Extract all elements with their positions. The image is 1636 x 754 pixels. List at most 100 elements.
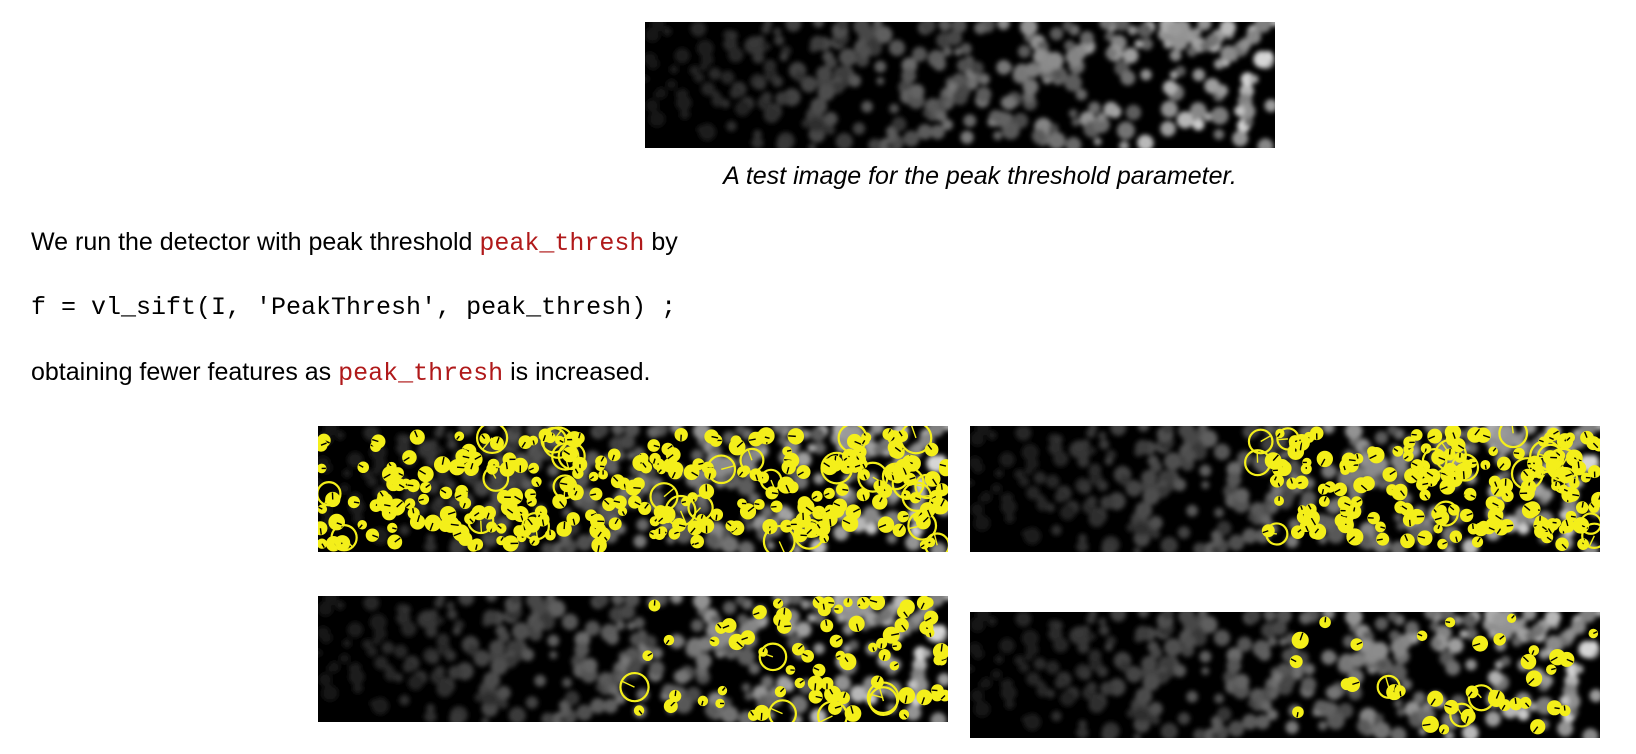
feature-orientation (670, 701, 676, 707)
feature-orientation (1277, 438, 1288, 441)
feature-orientation (850, 705, 854, 714)
feature-frame (424, 514, 442, 532)
feature-orientation (1563, 705, 1566, 711)
feature-frame (1247, 428, 1274, 455)
feature-frame (418, 493, 430, 505)
feature-orientation (711, 435, 719, 439)
feature-frame (1291, 631, 1309, 649)
feature-orientation (1522, 656, 1529, 663)
feature-orientation (902, 467, 907, 475)
result-1 (318, 426, 948, 552)
feature-orientation (496, 437, 500, 444)
feature-frame (916, 689, 933, 706)
feature-orientation (521, 441, 526, 448)
feature-orientation (1444, 704, 1452, 708)
feature-orientation (785, 484, 791, 493)
feature-orientation (1593, 631, 1598, 635)
feature-orientation (1320, 458, 1326, 466)
feature-orientation (532, 440, 535, 445)
intro-text-end: by (644, 228, 678, 256)
feature-frame (892, 523, 906, 537)
feature-orientation (894, 663, 899, 667)
feature-frame (848, 615, 865, 632)
feature-frame (330, 517, 343, 529)
feature-frame (439, 486, 453, 500)
feature-orientation (1296, 712, 1299, 718)
feature-orientation (880, 643, 883, 649)
feature-orientation (876, 676, 881, 683)
feature-frame (801, 649, 814, 663)
feature-orientation (1488, 526, 1495, 531)
feature-orientation (1588, 535, 1595, 548)
feature-frame (572, 432, 585, 445)
feature-orientation (450, 523, 459, 527)
feature-orientation (901, 624, 907, 631)
code-block: f = vl_sift(I, 'PeakThresh', peak_thresh… (31, 293, 677, 322)
feature-frame (1393, 483, 1408, 498)
feature-frame (387, 534, 403, 550)
feature-orientation (940, 695, 946, 700)
feature-orientation (667, 454, 674, 460)
feature-frame (365, 528, 380, 542)
feature-frame (1427, 690, 1444, 707)
feature-frame (528, 462, 540, 474)
feature-frame (1416, 630, 1428, 642)
feature-orientation (786, 449, 792, 452)
feature-frame (866, 681, 900, 715)
feature-orientation (927, 444, 933, 451)
feature-orientation (658, 517, 664, 523)
feature-orientation (842, 488, 849, 492)
feature-orientation (1422, 723, 1431, 727)
feature-frame (1433, 524, 1443, 534)
feature-frame (1560, 519, 1575, 533)
feature-orientation (462, 502, 466, 509)
feature-frame (1451, 438, 1466, 453)
feature-orientation (674, 531, 680, 535)
feature-orientation (1523, 505, 1531, 512)
feature-orientation (898, 431, 903, 437)
feature-orientation (1492, 502, 1499, 507)
feature-orientation (721, 687, 726, 692)
feature-orientation (823, 537, 827, 543)
feature-orientation (868, 693, 884, 699)
feature-orientation (647, 652, 653, 657)
feature-orientation (816, 523, 821, 529)
feature-frame (1261, 524, 1275, 538)
feature-orientation (1476, 537, 1481, 543)
feature-frame (832, 498, 848, 514)
feature-orientation (1348, 459, 1356, 462)
feature-orientation (1566, 436, 1571, 441)
feature-frame (796, 464, 811, 479)
feature-orientation (542, 434, 547, 442)
feature-orientation (738, 471, 744, 477)
feature-frame (932, 643, 948, 660)
feature-frame (402, 450, 417, 465)
feature-orientation (825, 509, 831, 513)
feature-orientation (1465, 716, 1469, 724)
feature-orientation (884, 468, 897, 478)
feature-orientation (1474, 428, 1481, 436)
feature-orientation (847, 598, 850, 603)
feature-orientation (578, 432, 581, 439)
feature-orientation (1433, 449, 1439, 461)
feature-frame (1528, 645, 1540, 656)
outro-text: obtaining fewer features as (31, 358, 339, 386)
feature-orientation (1344, 502, 1351, 507)
feature-orientation (690, 527, 696, 534)
feature-orientation (1524, 702, 1530, 708)
feature-orientation (644, 503, 649, 509)
feature-frame (489, 436, 504, 451)
feature-orientation (1550, 656, 1558, 662)
feature-orientation (1404, 534, 1409, 542)
feature-frame (1459, 508, 1474, 523)
feature-orientation (722, 624, 730, 629)
feature-frame (897, 510, 909, 523)
feature-frame (1580, 430, 1594, 445)
feature-orientation (358, 524, 363, 529)
feature-orientation (1577, 461, 1580, 469)
feature-frame (869, 596, 886, 611)
feature-frame (1472, 635, 1489, 652)
feature-orientation (721, 465, 735, 470)
feature-orientation (394, 537, 401, 543)
feature-orientation (933, 533, 938, 546)
